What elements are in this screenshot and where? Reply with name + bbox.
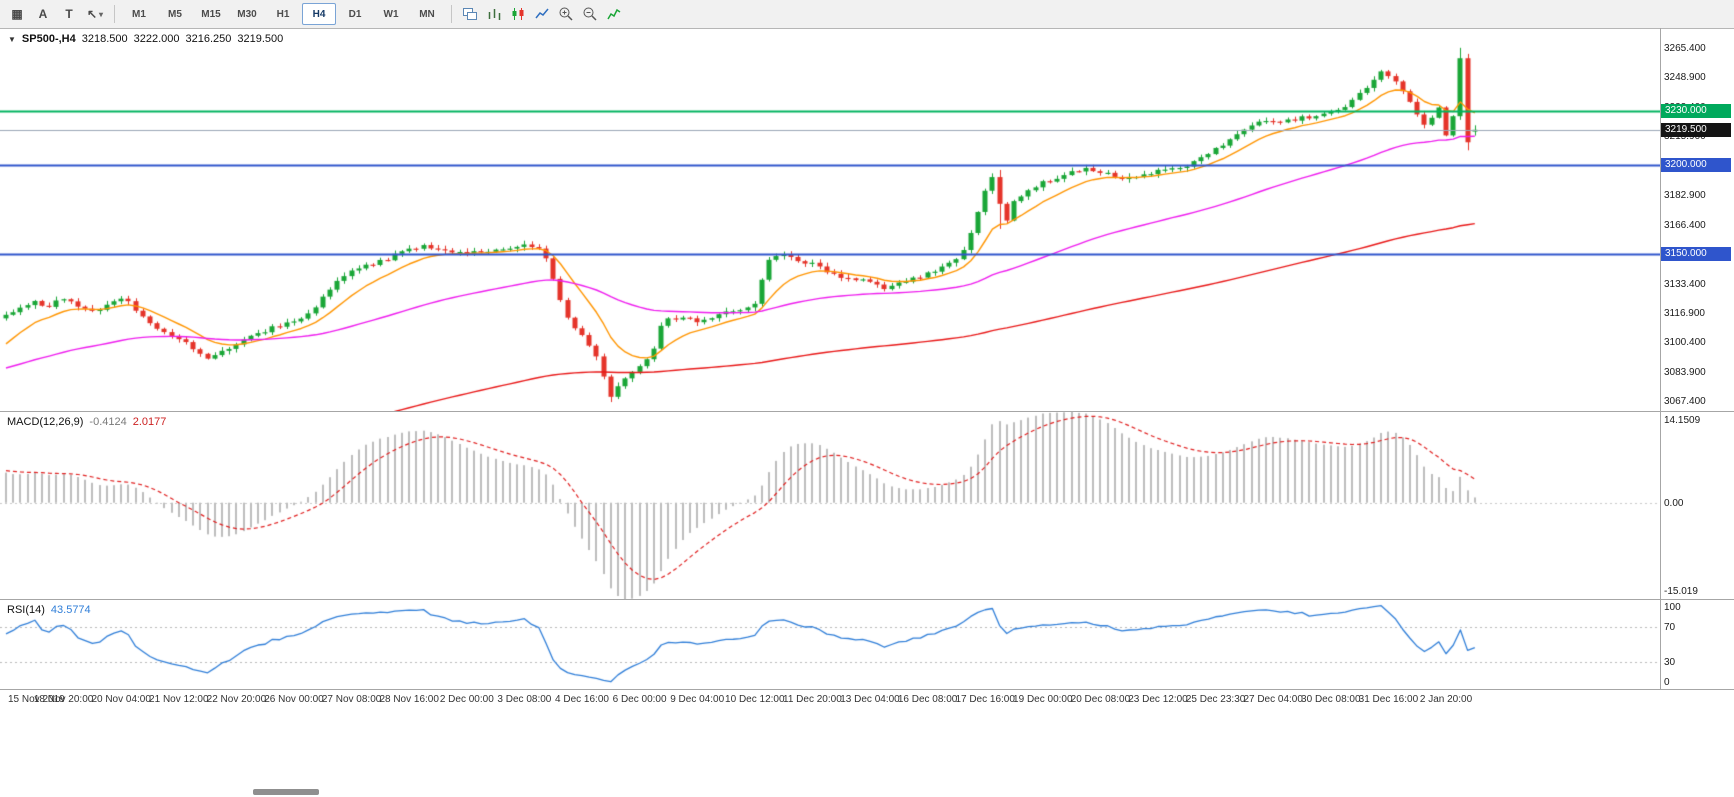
- price-chart-canvas[interactable]: [0, 28, 1660, 411]
- time-axis-label: 2 Jan 20:00: [1419, 694, 1473, 705]
- time-axis-label: 16 Dec 08:00: [897, 694, 958, 705]
- time-axis-label: 27 Nov 08:00: [321, 694, 382, 705]
- symbol-period-label: SP500-,H4: [21, 33, 76, 45]
- timeframe-m15[interactable]: M15: [201, 8, 221, 20]
- toolbar-right-tools: [458, 4, 626, 24]
- timeframe-h4[interactable]: H4: [302, 3, 336, 25]
- macd-axis-label: -15.019: [1664, 586, 1698, 597]
- chart-title-overlay: ▼ SP500-,H4 3218.500 3222.000 3216.250 3…: [8, 33, 283, 45]
- ohlc-open: 3218.500: [81, 33, 128, 45]
- macd-signal-value: 2.0177: [132, 416, 167, 428]
- indicators-icon[interactable]: [603, 4, 625, 24]
- rsi-value: 43.5774: [50, 604, 91, 616]
- tile-windows-icon[interactable]: [459, 4, 481, 24]
- macd-panel-canvas[interactable]: [0, 412, 1660, 599]
- zoom-out-icon[interactable]: [579, 4, 601, 24]
- time-axis-label: 3 Dec 08:00: [497, 694, 552, 705]
- price-axis-label: 3182.900: [1664, 190, 1706, 202]
- ohlc-high: 3222.000: [133, 33, 180, 45]
- time-axis-label: 22 Nov 20:00: [206, 694, 267, 705]
- line-chart-icon[interactable]: [531, 4, 553, 24]
- chart-grid-icon[interactable]: ▦: [11, 7, 23, 21]
- timeframe-h1[interactable]: H1: [276, 8, 290, 20]
- rsi-axis-label: 70: [1664, 621, 1676, 633]
- toolbar-separator: [114, 5, 115, 23]
- price-axis-label: 3133.400: [1664, 278, 1706, 290]
- price-badge: 3200.000: [1661, 157, 1731, 172]
- symbol-dropdown-icon[interactable]: ▼: [8, 34, 16, 44]
- toolbar-separator: [451, 5, 452, 23]
- timeframe-d1[interactable]: D1: [348, 8, 362, 20]
- timeframe-mn[interactable]: MN: [419, 8, 435, 20]
- price-axis-label: 3083.900: [1664, 366, 1706, 378]
- panel-divider[interactable]: [0, 689, 1734, 690]
- time-axis-label: 28 Nov 16:00: [379, 694, 439, 705]
- time-axis-label: 15 Nov 2019: [8, 694, 65, 705]
- time-axis-label: 19 Dec 00:00: [1013, 694, 1073, 705]
- rsi-label-row: RSI(14) 43.5774: [7, 604, 91, 616]
- time-axis-label: 26 Nov 00:00: [264, 694, 324, 705]
- time-axis-label: 27 Dec 04:00: [1243, 694, 1303, 705]
- time-axis-label: 4 Dec 16:00: [555, 694, 609, 705]
- rsi-label: RSI(14): [7, 604, 45, 616]
- text-tool-icon[interactable]: T: [65, 7, 73, 21]
- price-axis-label: 3067.400: [1664, 396, 1706, 408]
- timeframe-m30[interactable]: M30: [237, 8, 257, 20]
- time-axis-label: 11 Dec 20:00: [783, 694, 842, 705]
- time-axis-label: 21 Nov 12:00: [149, 694, 209, 705]
- time-axis-label: 20 Nov 04:00: [91, 694, 151, 705]
- time-axis-label: 25 Dec 23:30: [1185, 694, 1246, 705]
- time-axis-label: 2 Dec 00:00: [439, 694, 494, 705]
- timeframe-m1[interactable]: M1: [132, 8, 146, 20]
- macd-axis-label: 14.1509: [1664, 415, 1701, 426]
- toolbar-left-tools: ▦ A T ↖ ▾: [4, 3, 108, 25]
- panel-divider[interactable]: [0, 599, 1734, 600]
- price-axis-label: 3100.400: [1664, 337, 1706, 349]
- macd-main-value: -0.4124: [89, 416, 127, 428]
- time-axis-label: 30 Dec 08:00: [1301, 694, 1361, 705]
- price-axis-label: 3265.400: [1664, 42, 1706, 54]
- time-axis-label: 10 Dec 12:00: [725, 694, 785, 705]
- panel-divider[interactable]: [0, 411, 1734, 412]
- ohlc-low: 3216.250: [185, 33, 232, 45]
- timeframe-m5[interactable]: M5: [168, 8, 182, 20]
- arrow-tool-icon[interactable]: A: [38, 7, 48, 21]
- toolbar: ▦ A T ↖ ▾ M1 M5 M15 M30 H1 H4 D1 W1 MN: [0, 0, 1734, 29]
- time-axis-label: 20 Dec 08:00: [1070, 694, 1131, 705]
- price-badge: 3230.000: [1661, 104, 1731, 119]
- price-axis-label: 3248.900: [1664, 72, 1706, 84]
- time-axis-label: 13 Dec 04:00: [840, 694, 900, 705]
- horizontal-scrollbar-thumb[interactable]: [253, 789, 319, 795]
- timeframe-buttons: M1 M5 M15 M30 H1 H4 D1 W1 MN: [121, 3, 445, 25]
- time-axis-label: 23 Dec 12:00: [1128, 694, 1188, 705]
- macd-label: MACD(12,26,9): [7, 416, 84, 428]
- price-badge: 3219.500: [1661, 122, 1731, 137]
- rsi-axis-label: 30: [1664, 657, 1676, 669]
- ohlc-close: 3219.500: [237, 33, 284, 45]
- zoom-in-icon[interactable]: [555, 4, 577, 24]
- price-badge: 3150.000: [1661, 246, 1731, 261]
- macd-axis-label: 0.00: [1664, 497, 1684, 509]
- timeframe-w1[interactable]: W1: [383, 8, 399, 20]
- time-axis-label: 31 Dec 16:00: [1358, 694, 1419, 705]
- time-axis-label: 6 Dec 00:00: [612, 694, 667, 705]
- time-axis-label: 9 Dec 04:00: [670, 694, 725, 705]
- price-axis-label: 3116.900: [1664, 307, 1705, 319]
- price-axis-label: 3166.400: [1664, 219, 1706, 231]
- rsi-axis-label: 100: [1664, 602, 1681, 613]
- candlestick-chart-icon[interactable]: [507, 4, 529, 24]
- rsi-axis-label: 0: [1664, 677, 1670, 688]
- time-axis-label: 17 Dec 16:00: [955, 694, 1015, 705]
- macd-label-row: MACD(12,26,9) -0.4124 2.0177: [7, 416, 166, 428]
- price-axis-separator: [1660, 28, 1661, 689]
- bar-chart-icon[interactable]: [483, 4, 505, 24]
- time-axis-label: 18 Nov 20:00: [33, 694, 94, 705]
- cursor-tool-icon[interactable]: ↖ ▾: [86, 7, 104, 21]
- rsi-panel-canvas[interactable]: [0, 600, 1660, 689]
